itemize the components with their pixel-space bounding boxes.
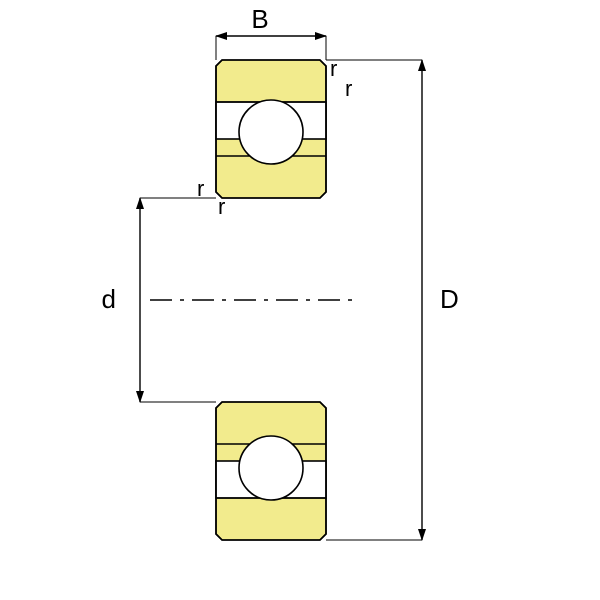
- r-label-2: r: [197, 176, 204, 201]
- r-label-0: r: [330, 56, 337, 81]
- dim-B-label: B: [251, 4, 268, 34]
- r-label-3: r: [218, 194, 225, 219]
- r-label-1: r: [345, 76, 352, 101]
- dim-d-label: d: [102, 284, 116, 314]
- dim-D-label: D: [440, 284, 459, 314]
